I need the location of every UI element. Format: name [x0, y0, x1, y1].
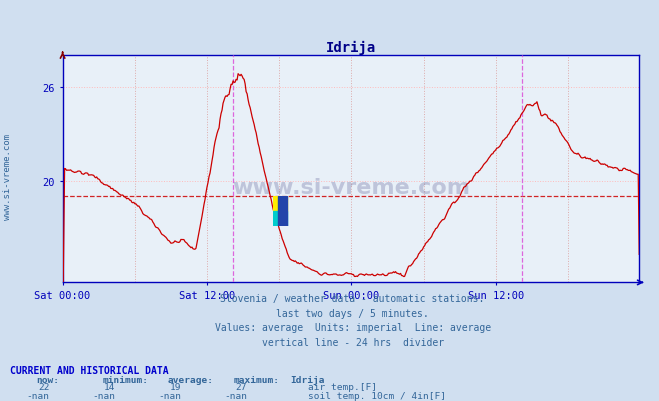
Text: 22: 22 [38, 382, 49, 391]
Text: -nan: -nan [26, 391, 49, 400]
Text: Values: average  Units: imperial  Line: average: Values: average Units: imperial Line: av… [214, 322, 491, 332]
Text: maximum:: maximum: [234, 375, 280, 384]
Text: -nan: -nan [224, 400, 247, 401]
Text: minimum:: minimum: [102, 375, 148, 384]
Text: last two days / 5 minutes.: last two days / 5 minutes. [276, 308, 429, 318]
Title: Idrija: Idrija [326, 41, 376, 55]
Text: air temp.[F]: air temp.[F] [308, 382, 378, 391]
Text: Slovenia / weather data - automatic stations.: Slovenia / weather data - automatic stat… [220, 294, 485, 304]
Text: 19: 19 [170, 382, 181, 391]
Text: now:: now: [36, 375, 59, 384]
Text: -nan: -nan [92, 400, 115, 401]
Text: soil temp. 10cm / 4in[F]: soil temp. 10cm / 4in[F] [308, 391, 446, 400]
Polygon shape [279, 196, 287, 227]
Text: -nan: -nan [158, 391, 181, 400]
Text: -nan: -nan [92, 391, 115, 400]
Text: vertical line - 24 hrs  divider: vertical line - 24 hrs divider [262, 337, 444, 347]
Text: soil temp. 20cm / 8in[F]: soil temp. 20cm / 8in[F] [308, 400, 446, 401]
Text: -nan: -nan [26, 400, 49, 401]
Text: 14: 14 [104, 382, 115, 391]
Text: -nan: -nan [158, 400, 181, 401]
Polygon shape [273, 212, 287, 227]
Text: 27: 27 [236, 382, 247, 391]
Text: Idrija: Idrija [290, 375, 324, 384]
Text: -nan: -nan [224, 391, 247, 400]
Text: www.si-vreme.com: www.si-vreme.com [232, 178, 470, 198]
Bar [273, 196, 287, 212]
Text: average:: average: [168, 375, 214, 384]
Text: CURRENT AND HISTORICAL DATA: CURRENT AND HISTORICAL DATA [10, 365, 169, 375]
Text: www.si-vreme.com: www.si-vreme.com [3, 134, 13, 219]
